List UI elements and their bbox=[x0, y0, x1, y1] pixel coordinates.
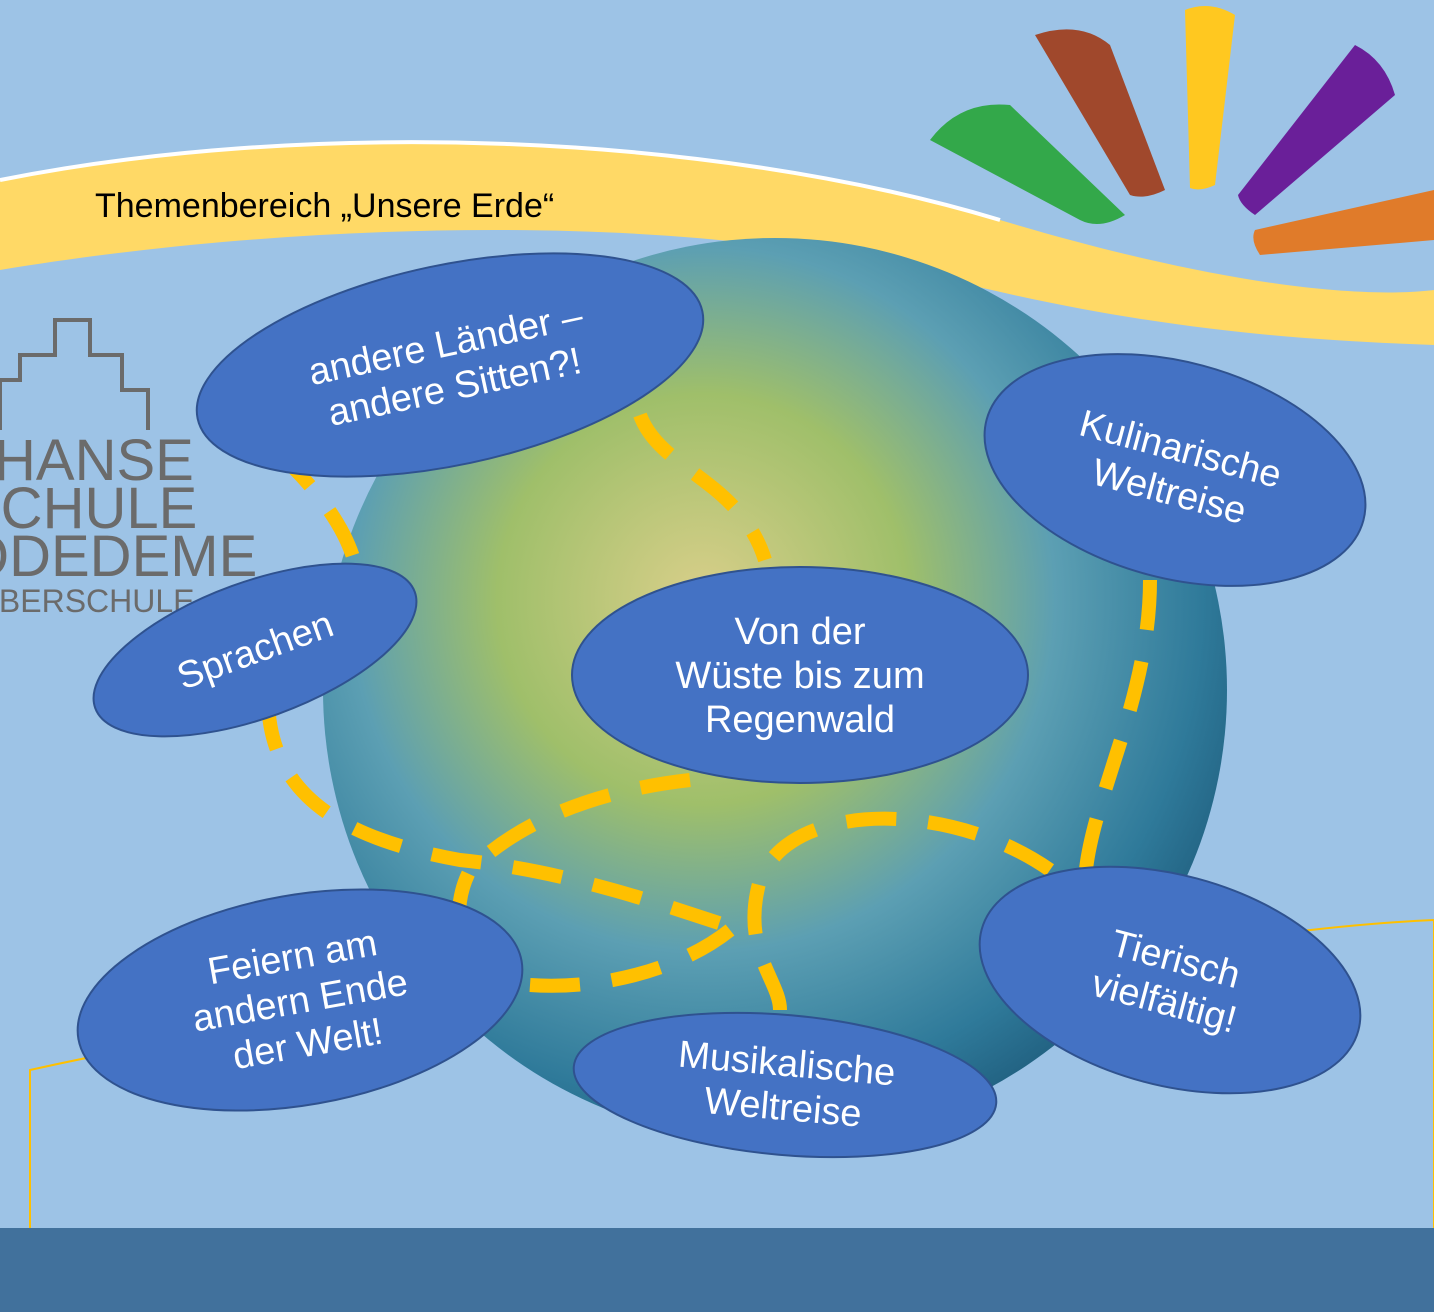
slide: Themenbereich „Unsere Erde“ HANSE SCHULE… bbox=[0, 0, 1434, 1312]
node-label: Wüste bis zum bbox=[675, 655, 924, 697]
logo-text: ODEDEME bbox=[0, 524, 257, 589]
node-label: Von der bbox=[735, 611, 866, 653]
page: Themenbereich „Unsere Erde“ HANSE SCHULE… bbox=[0, 0, 1434, 1312]
logo-text: OBERSCHULE bbox=[0, 583, 195, 619]
node-label: Regenwald bbox=[705, 699, 895, 741]
footer-band bbox=[0, 1228, 1434, 1312]
title: Themenbereich „Unsere Erde“ bbox=[95, 187, 554, 225]
